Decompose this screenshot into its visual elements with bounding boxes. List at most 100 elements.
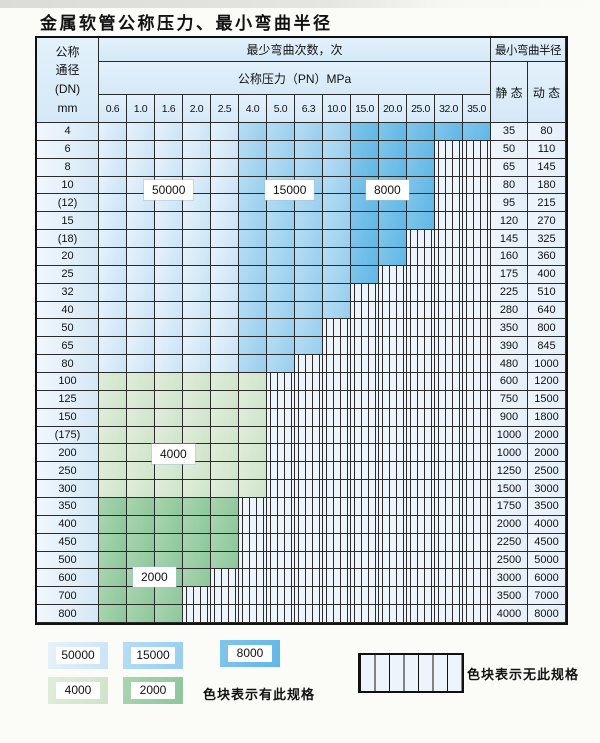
static-column-header: 静 态 [491,62,528,123]
spec-cell [211,212,239,231]
no-spec-cell [407,301,435,320]
no-spec-cell [463,176,491,195]
dn-cell: 80 [37,355,99,373]
no-spec-cell [435,265,463,284]
no-spec-cell [407,480,435,498]
no-spec-cell [323,390,351,409]
no-spec-cell [267,498,295,516]
spec-cell [379,123,407,141]
no-spec-cell [379,587,407,606]
no-spec-cell [379,408,407,427]
spec-table: 公称 通径 (DN) mm 最少弯曲次数，次 最小弯曲半径 公称压力（PN）MP… [35,36,568,625]
no-spec-cell [351,319,379,338]
no-spec-cell [435,230,463,248]
spec-cell [323,248,351,266]
spec-cell [183,230,211,248]
spec-cell [183,283,211,302]
spec-cell [127,480,155,498]
spec-cell [155,373,183,391]
spec-cell [99,176,127,195]
pressure-column-header: 10.0 [323,95,351,123]
spec-cell [239,444,267,463]
no-spec-cell [435,569,463,588]
spec-cell [295,158,323,177]
no-spec-cell [351,569,379,588]
no-spec-cell [379,569,407,588]
spec-cell [127,355,155,373]
spec-cell [183,462,211,481]
no-spec-cell [295,587,323,606]
no-spec-cell [463,426,491,445]
dn-cell: 600 [37,569,99,588]
spec-cell [155,319,183,338]
no-spec-cell [295,426,323,445]
dynamic-value-cell: 215 [528,194,566,213]
spec-cell [407,123,435,141]
dynamic-value-cell: 2000 [528,444,566,463]
spec-cell [127,498,155,516]
no-spec-cell [463,337,491,356]
no-spec-cell [435,283,463,302]
legend-swatch-50000: 50000 [48,642,108,669]
spec-cell [211,123,239,141]
pressure-column-header: 20.0 [379,95,407,123]
no-spec-cell [463,248,491,266]
spec-cell [211,176,239,195]
dynamic-value-cell: 110 [528,140,566,159]
no-spec-cell [267,373,295,391]
no-spec-cell [295,462,323,481]
spec-cell [127,337,155,356]
no-spec-cell [267,605,295,623]
pressure-column-header: 5.0 [267,95,295,123]
no-spec-cell [323,587,351,606]
no-spec-cell [463,301,491,320]
no-spec-cell [379,355,407,373]
dn-cell: (18) [37,230,99,248]
spec-cell [379,248,407,266]
spec-count-label: 2000 [133,567,176,587]
no-spec-cell [435,551,463,570]
no-spec-cell [379,605,407,623]
no-spec-cell [323,515,351,534]
dynamic-value-cell: 8000 [528,605,566,623]
spec-cell [211,337,239,356]
spec-cell [211,408,239,427]
no-spec-cell [379,265,407,284]
dn-cell: 450 [37,533,99,552]
no-spec-cell [407,373,435,391]
spec-cell [155,480,183,498]
dynamic-value-cell: 1800 [528,408,566,427]
no-spec-cell [407,390,435,409]
no-spec-cell [407,605,435,623]
dynamic-value-cell: 800 [528,319,566,338]
spec-cell [239,426,267,445]
no-spec-cell [435,212,463,231]
no-spec-cell [295,498,323,516]
no-spec-cell [267,444,295,463]
no-spec-cell [267,587,295,606]
spec-cell [183,533,211,552]
no-spec-cell [351,587,379,606]
spec-cell [183,515,211,534]
spec-cell [99,390,127,409]
dn-cell: 8 [37,158,99,177]
spec-cell [127,158,155,177]
spec-cell [239,123,267,141]
spec-cell [99,533,127,552]
spec-cell [323,123,351,141]
spec-cell [323,265,351,284]
spec-cell [127,248,155,266]
no-spec-cell [323,373,351,391]
spec-cell [323,283,351,302]
spec-cell [239,265,267,284]
static-value-cell: 750 [491,390,528,409]
no-spec-cell [379,462,407,481]
no-spec-cell [379,390,407,409]
spec-cell [155,355,183,373]
pressure-column-header: 2.0 [183,95,211,123]
dynamic-value-cell: 4000 [528,515,566,534]
no-spec-cell [323,605,351,623]
spec-cell [211,248,239,266]
no-spec-cell [323,569,351,588]
no-spec-cell [295,533,323,552]
